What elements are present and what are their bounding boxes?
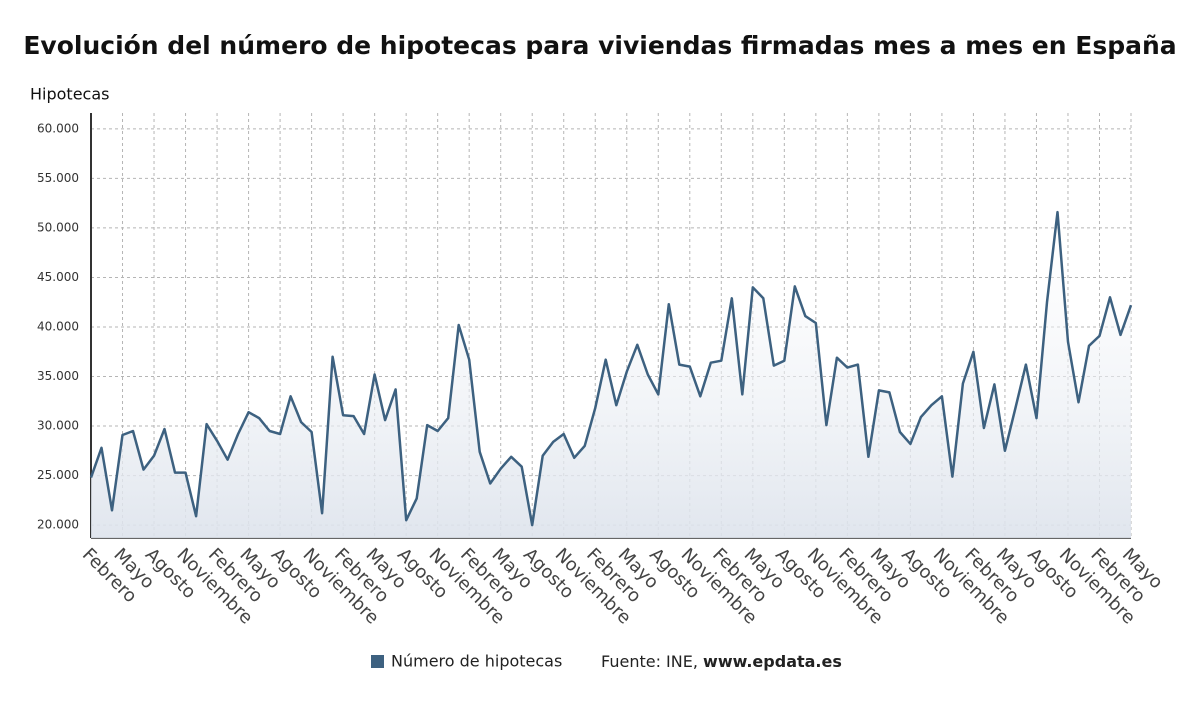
- plot-area: 20.000 25.000 30.000 35.000 40.000 45.000 50.0…: [37, 113, 1167, 629]
- source-site: www.epdata.es: [703, 652, 842, 671]
- source-text: Fuente: INE,: [601, 652, 698, 671]
- legend-label: Número de hipotecas: [391, 652, 562, 671]
- y-tick-label: 40.000: [37, 319, 79, 333]
- area: [91, 212, 1131, 538]
- legend-swatch: [371, 655, 384, 668]
- y-tick-label: 45.000: [37, 270, 79, 284]
- y-axis-label: Hipotecas: [30, 85, 109, 104]
- y-tick-label: 25.000: [37, 468, 79, 482]
- y-tick-label: 60.000: [37, 121, 79, 135]
- y-tick-label: 35.000: [37, 369, 79, 383]
- line: [89, 210, 1133, 527]
- y-tick-label: 50.000: [37, 220, 79, 234]
- y-tick-label: 55.000: [37, 171, 79, 185]
- y-tick-label: 20.000: [37, 518, 79, 532]
- source: Fuente: INE, www.epdata.es: [601, 652, 842, 671]
- y-tick-label: 30.000: [37, 419, 79, 433]
- chart-title: Evolución del número de hipotecas para v…: [23, 31, 1176, 60]
